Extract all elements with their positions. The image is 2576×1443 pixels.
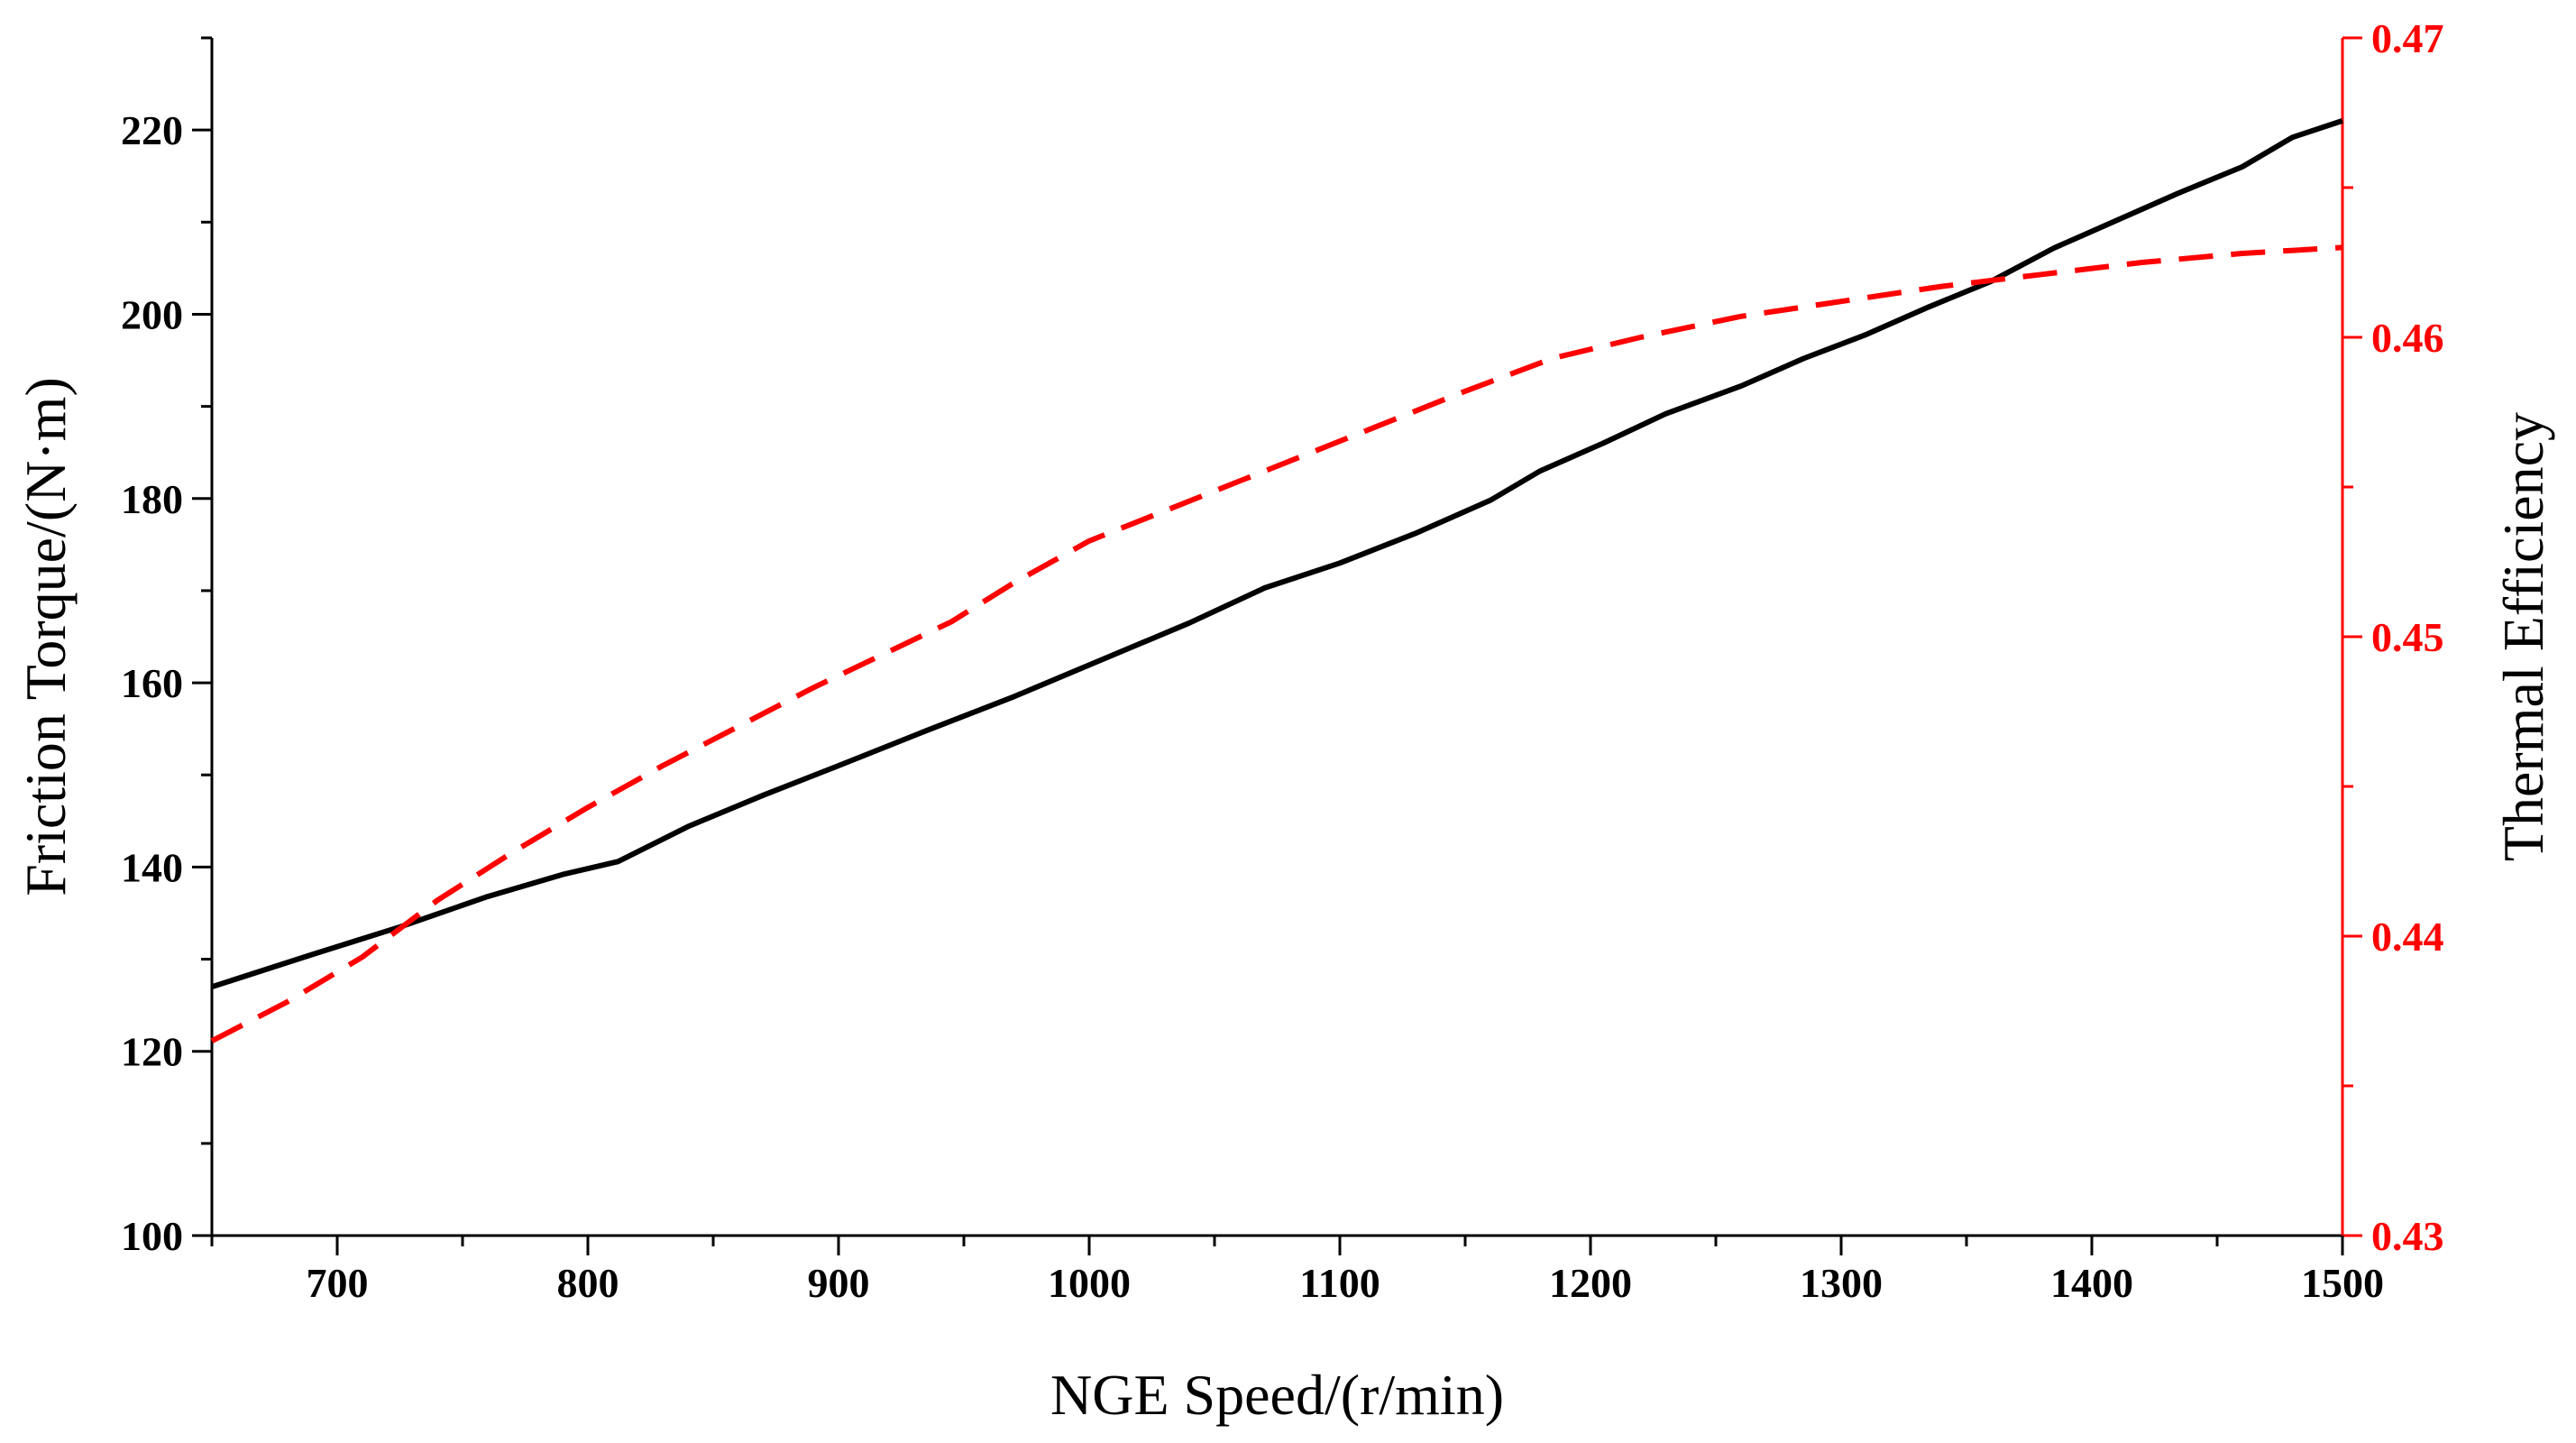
y-tick-label: 200 — [121, 291, 183, 337]
y-tick-label: 220 — [121, 107, 183, 153]
y2-tick-label: 0.46 — [2371, 315, 2444, 361]
tick-labels-group: 100 120 140 160 180 200 220 0.43 0.44 0.45 0.46 0.4… — [121, 15, 2444, 1306]
x-axis-title: NGE Speed/(r/min) — [1050, 1363, 1504, 1427]
y2-tick-label: 0.44 — [2371, 914, 2444, 960]
x-tick-label: 1300 — [1800, 1260, 1883, 1306]
x-tick-label: 1000 — [1048, 1260, 1131, 1306]
y-tick-label: 140 — [121, 844, 183, 890]
y-tick-label: 180 — [121, 476, 183, 522]
x-tick-label: 1500 — [2301, 1260, 2384, 1306]
x-tick-label: 1200 — [1549, 1260, 1632, 1306]
thermal-efficiency-line — [210, 244, 2343, 1043]
y-tick-label: 160 — [121, 660, 183, 706]
axes-group — [192, 36, 2362, 1255]
x-tick-label: 1100 — [1299, 1260, 1380, 1306]
x-tick-label: 700 — [307, 1260, 369, 1306]
x-tick-label: 800 — [557, 1260, 619, 1306]
x-tick-label: 1400 — [2050, 1260, 2133, 1306]
y2-tick-label: 0.47 — [2371, 15, 2444, 61]
series-group — [210, 118, 2343, 1043]
y2-tick-label: 0.43 — [2371, 1213, 2444, 1259]
x-tick-label: 900 — [808, 1260, 870, 1306]
y2-tick-label: 0.45 — [2371, 614, 2444, 660]
y-axis-left-title: Friction Torque/(N·m) — [14, 377, 78, 896]
friction-torque-line — [211, 118, 2343, 990]
y-tick-label: 100 — [121, 1213, 183, 1259]
y-axis-right-title: Thermal Efficiency — [2491, 412, 2555, 861]
y-tick-label: 120 — [121, 1029, 183, 1075]
